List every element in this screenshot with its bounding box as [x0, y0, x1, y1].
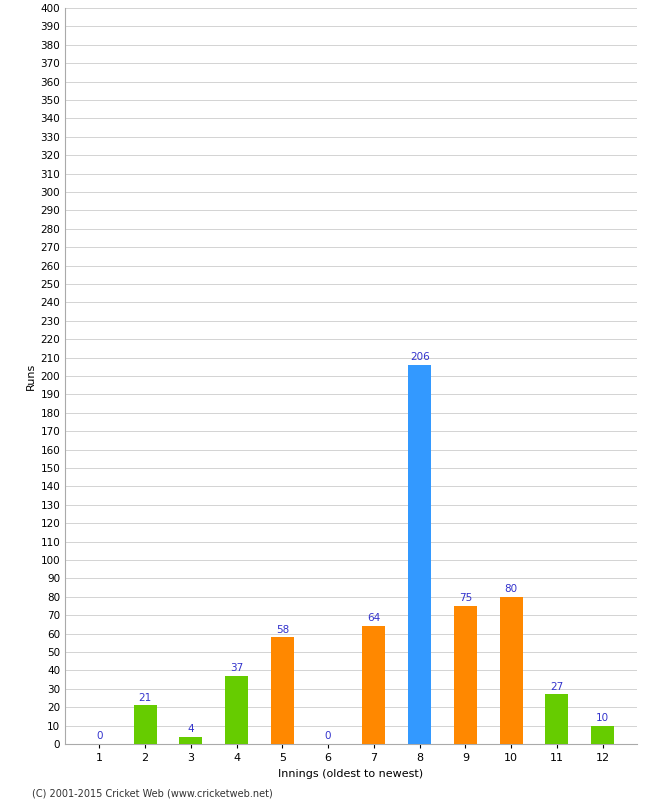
Text: 27: 27 — [551, 682, 564, 691]
Bar — [179, 737, 202, 744]
Bar — [225, 676, 248, 744]
Text: 37: 37 — [230, 663, 243, 673]
Text: 21: 21 — [138, 693, 151, 702]
Bar — [134, 706, 157, 744]
Bar — [408, 365, 431, 744]
Y-axis label: Runs: Runs — [26, 362, 36, 390]
Bar — [545, 694, 568, 744]
Text: 64: 64 — [367, 614, 380, 623]
Bar — [500, 597, 523, 744]
Bar — [363, 626, 385, 744]
Text: 0: 0 — [96, 731, 103, 742]
Bar — [454, 606, 477, 744]
Bar — [592, 726, 614, 744]
Text: (C) 2001-2015 Cricket Web (www.cricketweb.net): (C) 2001-2015 Cricket Web (www.cricketwe… — [32, 788, 273, 798]
Text: 206: 206 — [410, 352, 430, 362]
Bar — [271, 638, 294, 744]
Text: 58: 58 — [276, 625, 289, 634]
Text: 10: 10 — [596, 713, 609, 723]
Text: 80: 80 — [504, 584, 517, 594]
Text: 0: 0 — [325, 731, 332, 742]
Text: 75: 75 — [459, 594, 472, 603]
Text: 4: 4 — [188, 724, 194, 734]
X-axis label: Innings (oldest to newest): Innings (oldest to newest) — [278, 769, 424, 778]
